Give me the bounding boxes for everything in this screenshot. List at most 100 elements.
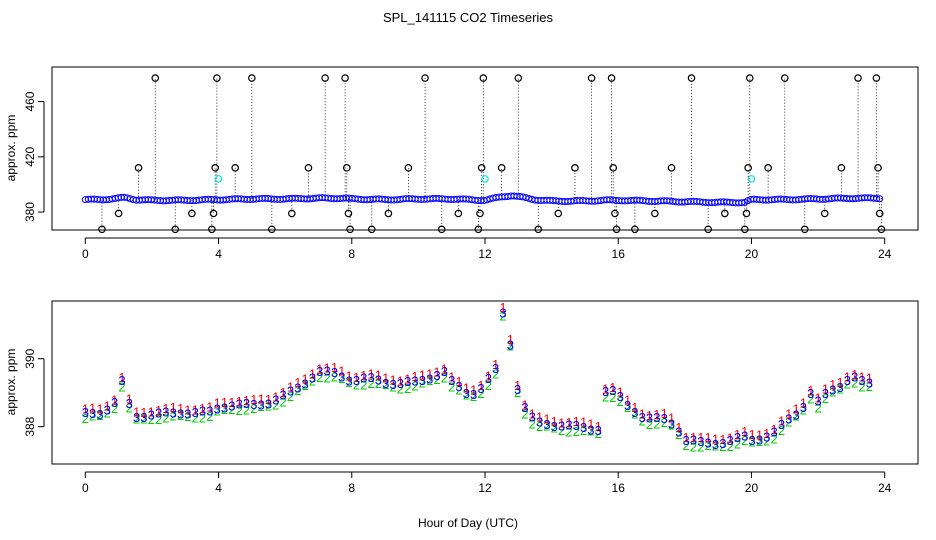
series-point-3: 3 — [463, 386, 470, 401]
spike-point — [114, 209, 123, 218]
series-point-3: 3 — [734, 430, 741, 445]
series-point-2: 2 — [668, 418, 675, 433]
spike-point — [742, 209, 751, 218]
spike-point — [571, 164, 579, 172]
series-point-2: 2 — [507, 339, 514, 354]
series-point-1: 1 — [807, 383, 814, 398]
x-tick-label: 16 — [612, 247, 626, 261]
series-point-2: 2 — [309, 374, 316, 389]
series-point-3: 3 — [814, 393, 821, 408]
series-point-2: 2 — [800, 402, 807, 417]
series-point-3: 3 — [280, 388, 287, 403]
series-point-3: 3 — [170, 405, 177, 420]
series-point-1: 1 — [448, 370, 455, 385]
series-point-2: 2 — [433, 372, 440, 387]
series-point-3: 3 — [140, 410, 147, 425]
series-point-1: 1 — [397, 373, 404, 388]
series-point-2: 2 — [214, 403, 221, 418]
series-point-3: 3 — [89, 406, 96, 421]
series-point-3: 3 — [228, 398, 235, 413]
series-point-3: 3 — [492, 361, 499, 376]
spike-point — [667, 164, 676, 172]
series-point-2: 2 — [441, 370, 448, 385]
series-point-2: 2 — [294, 383, 301, 398]
top-marks — [81, 74, 886, 234]
series-point-1: 1 — [199, 401, 206, 416]
spike-point — [213, 74, 221, 82]
series-point-3: 3 — [836, 380, 843, 395]
series-point-2: 2 — [316, 370, 323, 385]
series-point-3: 3 — [631, 405, 638, 420]
series-point-3: 3 — [785, 412, 792, 427]
series-point-3: 3 — [338, 369, 345, 384]
series-point-1: 1 — [338, 364, 345, 379]
series-point-2: 2 — [705, 438, 712, 453]
series-point-3: 3 — [353, 373, 360, 388]
series-point-2: 2 — [778, 423, 785, 438]
series-point-3: 3 — [360, 371, 367, 386]
series-point-1: 1 — [126, 391, 133, 406]
spike-point — [454, 209, 463, 218]
series-point-3: 3 — [551, 419, 558, 434]
series-point-3: 3 — [294, 380, 301, 395]
series-point-3: 3 — [617, 389, 624, 404]
series-point-3: 3 — [749, 433, 756, 448]
x-tick-label: 12 — [478, 247, 492, 261]
series-point-3: 3 — [719, 436, 726, 451]
series-point-1: 1 — [140, 405, 147, 420]
series-point-1: 1 — [287, 379, 294, 394]
series-point-1: 1 — [770, 422, 777, 437]
spike-point — [344, 209, 353, 218]
y-tick-label: 390 — [23, 348, 37, 368]
series-point-1: 1 — [324, 361, 331, 376]
series-point-2: 2 — [792, 409, 799, 424]
series-point-2: 2 — [133, 412, 140, 427]
series-point-2: 2 — [155, 412, 162, 427]
series-point-2: 2 — [111, 401, 118, 416]
series-point-2: 2 — [492, 367, 499, 382]
series-point-1: 1 — [536, 410, 543, 425]
y-tick-label: 420 — [23, 146, 37, 166]
series-point-1: 1 — [89, 400, 96, 415]
series-point-1: 1 — [624, 392, 631, 407]
series-point-1: 1 — [507, 332, 514, 347]
co2-point — [873, 195, 881, 203]
spike-point — [98, 225, 106, 234]
series-point-2: 2 — [551, 421, 558, 436]
series-point-2: 2 — [807, 391, 814, 406]
series-point-1: 1 — [514, 378, 521, 393]
series-point-3: 3 — [367, 370, 374, 385]
spike-point — [607, 74, 616, 82]
series-point-3: 3 — [177, 407, 184, 422]
spike-point — [346, 225, 354, 234]
series-point-3: 3 — [206, 404, 213, 419]
series-point-3: 3 — [595, 423, 602, 438]
x-tick-label: 20 — [745, 247, 759, 261]
spike-point — [651, 209, 659, 218]
series-point-1: 1 — [866, 370, 873, 385]
co2-point — [738, 199, 746, 207]
series-point-2: 2 — [734, 437, 741, 452]
series-point-3: 3 — [236, 396, 243, 411]
series-point-2: 2 — [404, 381, 411, 396]
series-point-3: 3 — [485, 371, 492, 386]
spike-point — [341, 74, 349, 82]
series-point-3: 3 — [609, 383, 616, 398]
x-tick-label: 20 — [745, 481, 759, 495]
series-point-1: 1 — [477, 378, 484, 393]
series-point-1: 1 — [162, 401, 169, 416]
series-point-2: 2 — [397, 382, 404, 397]
series-point-3: 3 — [411, 373, 418, 388]
series-point-2: 2 — [118, 380, 125, 395]
series-point-2: 2 — [243, 403, 250, 418]
series-point-2: 2 — [749, 434, 756, 449]
spike-point — [151, 74, 160, 82]
x-tick-label: 4 — [215, 481, 222, 495]
spike-point — [208, 225, 216, 234]
series-point-2: 2 — [829, 385, 836, 400]
series-point-2: 2 — [411, 379, 418, 394]
series-point-1: 1 — [697, 430, 704, 445]
spike-point — [474, 225, 483, 234]
spike-point — [780, 74, 789, 82]
series-point-3: 3 — [807, 386, 814, 401]
